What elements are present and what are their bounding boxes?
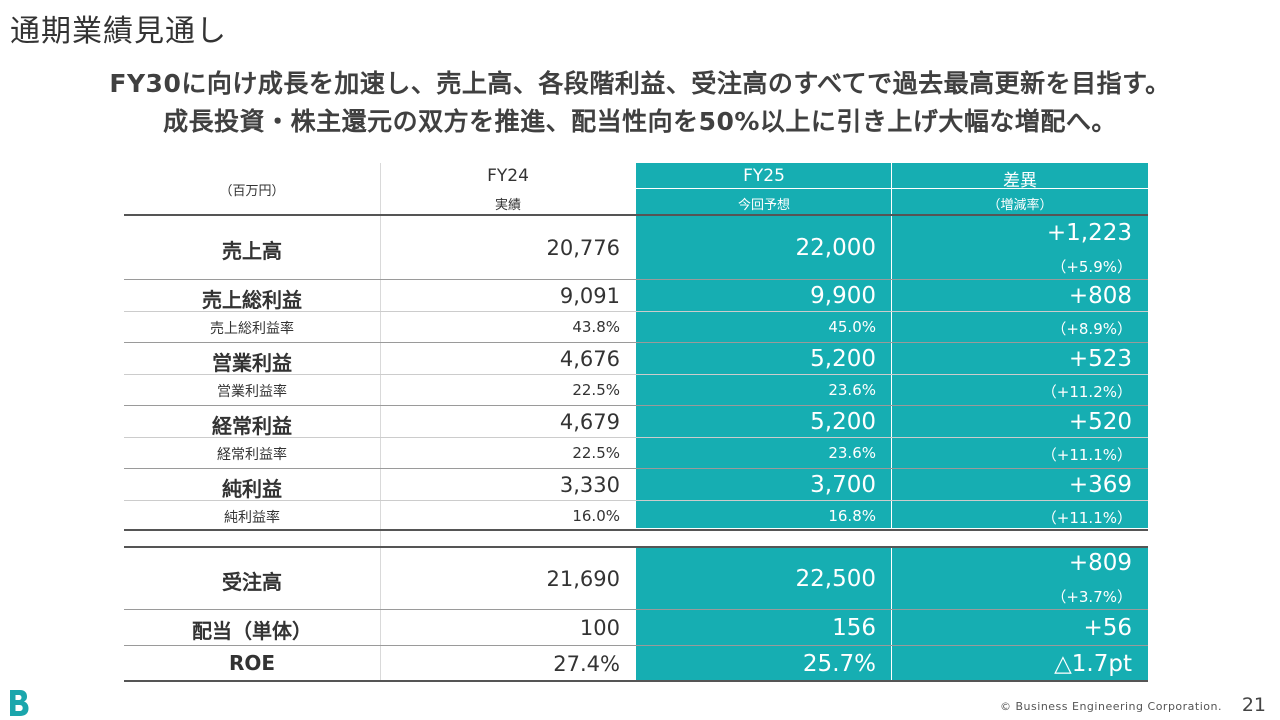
- sub-row-rule: [124, 374, 1148, 375]
- headline-line-1: FY30に向け成長を加速し、売上高、各段階利益、受注高のすべてで過去最高更新を目…: [109, 69, 1171, 98]
- row-rule: [124, 405, 1148, 406]
- sub-row-rule: [124, 500, 1148, 501]
- roe-diff: △1.7pt: [1054, 651, 1132, 677]
- net-margin-diff: （+11.1%）: [1041, 509, 1132, 527]
- ord-diff: +520: [1068, 409, 1132, 435]
- op-fy24: 4,676: [559, 347, 620, 371]
- row-label-gross-margin: 売上総利益率: [210, 321, 294, 337]
- gross-margin-fy25: 45.0%: [828, 318, 876, 336]
- gross-fy24: 9,091: [559, 284, 620, 308]
- section-rule-2: [124, 546, 1148, 548]
- forecast-table: （百万円） FY24 実績 FY25 今回予想 差異 （増減率） 売上高 20,…: [124, 163, 1148, 683]
- row-label-roe: ROE: [228, 651, 276, 675]
- ord-margin-diff: （+11.1%）: [1041, 446, 1132, 464]
- page-title: 通期業績見通し: [10, 14, 227, 49]
- gross-margin-diff: （+8.9%）: [1051, 320, 1132, 338]
- header-diff-sub: （増減率）: [987, 198, 1053, 213]
- net-fy24: 3,330: [559, 473, 620, 497]
- copyright: © Business Engineering Corporation.: [1000, 700, 1222, 713]
- dividend-fy24: 100: [579, 616, 620, 640]
- gross-diff: +808: [1068, 283, 1132, 309]
- row-rule: [124, 279, 1148, 280]
- net-margin-fy25: 16.8%: [828, 507, 876, 525]
- row-label-op-margin: 営業利益率: [217, 384, 287, 400]
- net-diff: +369: [1068, 472, 1132, 498]
- roe-fy24: 27.4%: [553, 652, 620, 676]
- fy25-highlight-top: [636, 163, 1148, 528]
- header-diff: 差異: [1003, 171, 1037, 191]
- header-fy24-sub: 実績: [494, 198, 521, 213]
- gross-fy25: 9,900: [810, 283, 876, 309]
- col-sep-label: [380, 163, 381, 681]
- table-bottom-rule: [124, 680, 1148, 682]
- header-fy24: FY24: [487, 166, 529, 186]
- headline-line-2: 成長投資・株主還元の双方を推進、配当性向を50%以上に引き上げ大幅な増配へ。: [163, 107, 1117, 136]
- ord-margin-fy25: 23.6%: [828, 444, 876, 462]
- unit-label: （百万円）: [219, 184, 285, 199]
- sub-row-rule: [124, 437, 1148, 438]
- row-label-ord: 経常利益: [212, 414, 292, 438]
- op-fy25: 5,200: [810, 346, 876, 372]
- roe-fy25: 25.7%: [802, 651, 876, 677]
- row-label-orders: 受注高: [222, 570, 282, 594]
- row-label-ord-margin: 経常利益率: [217, 447, 287, 463]
- section-rule: [124, 529, 1148, 531]
- row-rule: [124, 645, 1148, 646]
- row-rule: [124, 342, 1148, 343]
- row-label-dividend: 配当（単体）: [192, 619, 312, 643]
- op-diff: +523: [1068, 346, 1132, 372]
- net-fy25: 3,700: [810, 472, 876, 498]
- company-b-logo: [10, 690, 29, 716]
- op-margin-fy24: 22.5%: [572, 381, 620, 399]
- header-fy25: FY25: [743, 166, 785, 186]
- sub-row-rule: [124, 311, 1148, 312]
- sales-fy25: 22,000: [795, 235, 876, 261]
- orders-fy25: 22,500: [795, 566, 876, 592]
- row-label-net: 純利益: [222, 477, 282, 501]
- ord-margin-fy24: 22.5%: [572, 444, 620, 462]
- sales-rate: （+5.9%）: [1051, 258, 1132, 276]
- ord-fy24: 4,679: [559, 410, 620, 434]
- orders-fy24: 21,690: [546, 567, 620, 591]
- ord-fy25: 5,200: [810, 409, 876, 435]
- orders-rate: （+3.7%）: [1051, 588, 1132, 606]
- col-sep-diff: [891, 163, 892, 528]
- fy25-highlight-bottom: [636, 547, 1148, 681]
- gross-margin-fy24: 43.8%: [572, 318, 620, 336]
- row-rule: [124, 468, 1148, 469]
- net-margin-fy24: 16.0%: [572, 507, 620, 525]
- sales-fy24: 20,776: [546, 236, 620, 260]
- row-label-net-margin: 純利益率: [224, 510, 280, 526]
- row-label-op: 営業利益: [212, 351, 292, 375]
- row-label-sales: 売上高: [222, 239, 282, 263]
- op-margin-diff: （+11.2%）: [1041, 383, 1132, 401]
- row-label-gross: 売上総利益: [202, 288, 302, 312]
- header-fy25-sub: 今回予想: [737, 198, 790, 213]
- dividend-fy25: 156: [832, 615, 876, 641]
- header-rule: [124, 214, 1148, 216]
- op-margin-fy25: 23.6%: [828, 381, 876, 399]
- row-rule: [124, 609, 1148, 610]
- dividend-diff: +56: [1083, 615, 1132, 641]
- sales-diff: +1,223: [1046, 220, 1132, 246]
- orders-diff: +809: [1068, 550, 1132, 576]
- col-sep-diff-2: [891, 547, 892, 681]
- header-divider: [636, 188, 1148, 189]
- page-number: 21: [1241, 694, 1266, 716]
